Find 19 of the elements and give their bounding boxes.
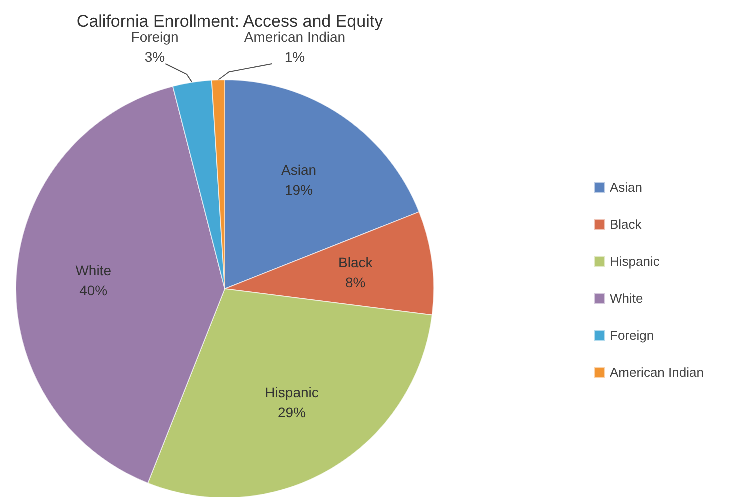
slice-label: Hispanic [265, 384, 319, 400]
data-label: 19% [284, 182, 314, 198]
data-label: 40% [80, 282, 108, 299]
legend-label: Asian [610, 180, 643, 195]
slice-label: White [76, 262, 112, 279]
legend-label: Foreign [610, 328, 654, 343]
data-label: 3% [144, 49, 166, 65]
data-label: 29% [278, 404, 306, 420]
legend-label: White [610, 291, 644, 306]
legend-label: American Indian [610, 365, 704, 380]
data-label: 8% [346, 274, 366, 290]
slice-label: American Indian [244, 29, 346, 45]
legend-label: Hispanic [610, 254, 660, 269]
data-label: 1% [284, 49, 306, 65]
slice-label: Asian [281, 162, 317, 178]
legend-label: Black [610, 217, 642, 232]
slice-label: Foreign [131, 29, 179, 45]
chart-title: California Enrollment: Access and Equity [76, 12, 384, 31]
slice-label: Black [338, 254, 374, 270]
